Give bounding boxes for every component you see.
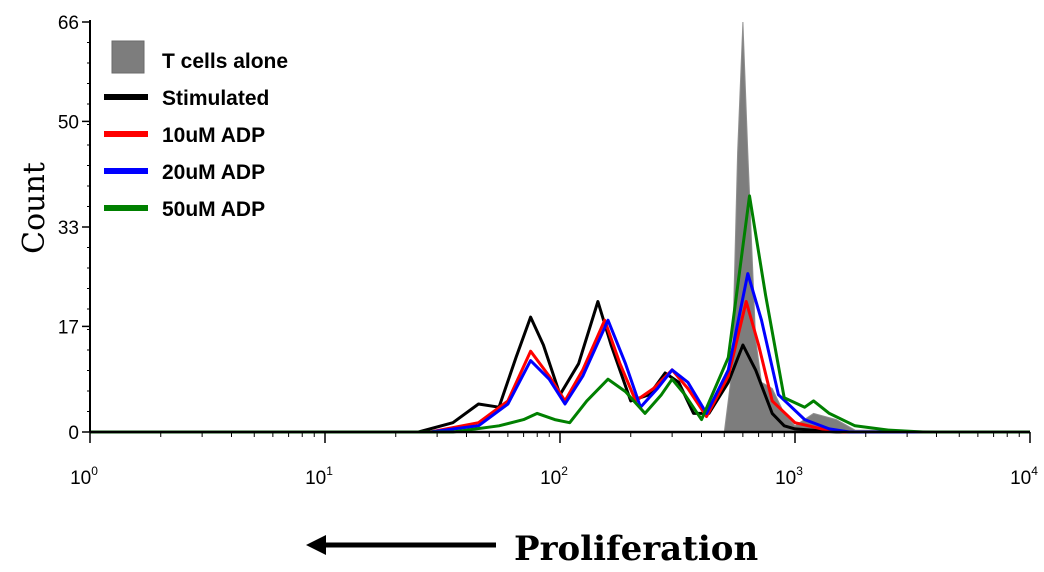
x-tick-label: 101 <box>305 464 333 489</box>
legend-swatch-t-cells-alone <box>111 40 145 74</box>
x-tick-label: 103 <box>775 464 803 489</box>
legend-label-20um-adp: 20uM ADP <box>162 161 265 184</box>
x-axis-title-group: Proliferation <box>306 529 758 569</box>
y-tick-label: 17 <box>58 317 79 338</box>
left-arrow-icon <box>306 535 326 555</box>
legend: T cells alone Stimulated 10uM ADP 20uM ADP 5… <box>104 40 288 221</box>
y-tick-label: 0 <box>68 423 79 444</box>
y-tick-label: 33 <box>58 218 79 239</box>
legend-label-t-cells-alone: T cells alone <box>162 50 288 73</box>
legend-label-stimulated: Stimulated <box>162 87 269 110</box>
x-tick-label: 102 <box>540 464 568 489</box>
series-line-10um-adp <box>90 300 1030 434</box>
series-layer <box>90 21 1031 434</box>
y-tick-label: 50 <box>58 112 79 133</box>
axes <box>82 20 1031 443</box>
y-tick-label: 66 <box>58 13 79 34</box>
legend-label-10um-adp: 10uM ADP <box>162 124 265 147</box>
tick-labels: 0 17 33 50 66 100 101 102 103 104 <box>58 13 1038 489</box>
series-line-stimulated <box>90 300 1030 434</box>
x-tick-label: 104 <box>1010 464 1038 489</box>
legend-label-50um-adp: 50uM ADP <box>162 198 265 221</box>
y-axis-label: Count <box>17 162 52 254</box>
series-area-t-cells-alone <box>90 21 1031 433</box>
x-axis-label: Proliferation <box>514 529 758 569</box>
series-line-50um-adp <box>90 194 1030 434</box>
x-tick-label: 100 <box>70 464 98 489</box>
series-line-20um-adp <box>90 272 1030 434</box>
